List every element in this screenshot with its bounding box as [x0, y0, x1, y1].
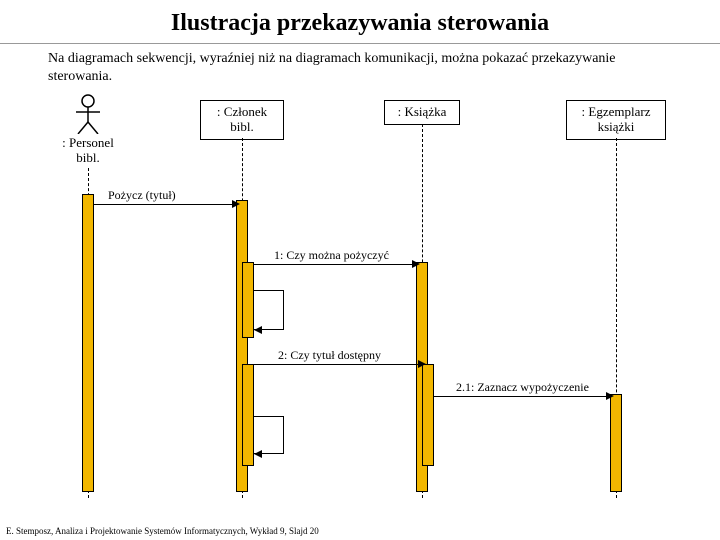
selfmsg-1-arrow — [254, 326, 262, 334]
activation-ksiazka-nested — [422, 364, 434, 466]
object-czlonek: : Członekbibl. — [200, 100, 284, 140]
msg-21-line — [434, 396, 608, 397]
actor-label: : Personelbibl. — [60, 136, 116, 165]
msg-1-line — [254, 264, 414, 265]
footer-text: E. Stemposz, Analiza i Projektowanie Sys… — [6, 526, 319, 536]
msg-1-arrow — [412, 260, 420, 268]
stick-figure-icon — [74, 94, 102, 134]
activation-egzemplarz — [610, 394, 622, 492]
sequence-diagram: : Personelbibl. : Członekbibl. : Książka… — [0, 94, 720, 514]
activation-czlonek-nested1 — [242, 262, 254, 338]
activation-personel — [82, 194, 94, 492]
msg-pozycz-arrow — [232, 200, 240, 208]
msg-pozycz-label: Pożycz (tytuł) — [106, 188, 178, 203]
msg-pozycz-line — [94, 204, 234, 205]
page-title: Ilustracja przekazywania sterowania — [0, 0, 720, 43]
msg-1-label: 1: Czy można pożyczyć — [272, 248, 391, 263]
selfmsg-2-arrow — [254, 450, 262, 458]
selfmsg-1 — [254, 290, 284, 330]
msg-2-line — [254, 364, 420, 365]
activation-czlonek-nested2 — [242, 364, 254, 466]
msg-2-arrow — [418, 360, 426, 368]
msg-21-label: 2.1: Zaznacz wypożyczenie — [454, 380, 591, 395]
divider — [0, 43, 720, 44]
msg-21-arrow — [606, 392, 614, 400]
actor-personel: : Personelbibl. — [60, 94, 116, 165]
subtitle-text: Na diagramach sekwencji, wyraźniej niż n… — [0, 50, 720, 94]
msg-2-label: 2: Czy tytuł dostępny — [276, 348, 383, 363]
object-egzemplarz: : Egzemplarzksiążki — [566, 100, 666, 140]
object-ksiazka: : Książka — [384, 100, 460, 125]
selfmsg-2 — [254, 416, 284, 454]
